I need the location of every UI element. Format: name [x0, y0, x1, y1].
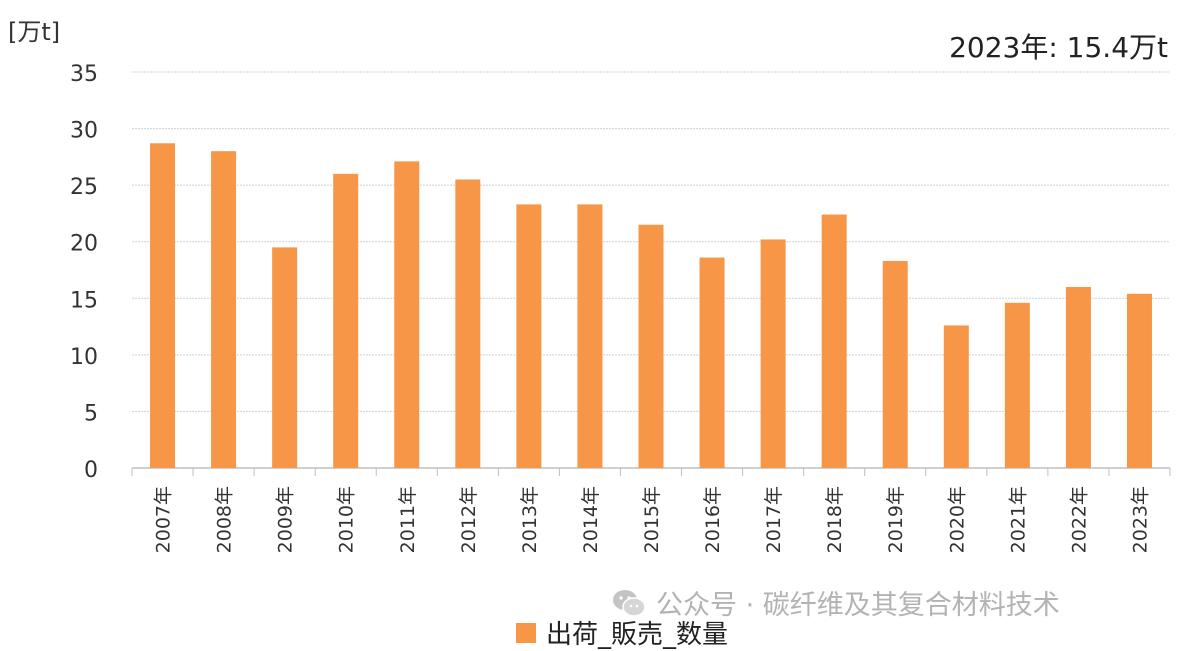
x-tick-label: 2019年 — [885, 486, 907, 553]
x-tick-label: 2016年 — [702, 486, 724, 553]
legend: 出荷_販売_数量 — [516, 614, 728, 651]
x-tick-label: 2017年 — [763, 486, 785, 553]
legend-label: 出荷_販売_数量 — [546, 620, 729, 650]
wechat-icon — [613, 589, 646, 617]
bar — [577, 204, 603, 468]
x-tick-label: 2014年 — [580, 486, 602, 553]
y-tick-label: 20 — [70, 232, 98, 257]
bar — [760, 239, 786, 468]
x-tick-label: 2021年 — [1007, 486, 1029, 553]
y-tick-label: 5 — [84, 401, 98, 426]
x-tick-label: 2010年 — [336, 486, 358, 553]
bar — [1126, 293, 1152, 468]
y-tick-label: 30 — [70, 119, 98, 144]
bar — [638, 224, 664, 468]
x-tick-label: 2022年 — [1068, 486, 1090, 553]
bar — [333, 173, 359, 469]
bar — [821, 214, 847, 468]
x-tick-label: 2007年 — [153, 486, 175, 553]
y-tick-label: 15 — [70, 288, 98, 313]
bar — [1065, 286, 1091, 468]
y-tick-label: 25 — [70, 175, 98, 200]
x-tick-label: 2023年 — [1129, 486, 1151, 553]
x-tick-label: 2009年 — [275, 486, 297, 553]
y-tick-label: 35 — [70, 62, 98, 87]
bar — [455, 179, 481, 468]
legend-swatch — [516, 622, 536, 643]
chart-annotation: 2023年: 15.4万t — [949, 31, 1168, 64]
x-tick-label: 2011年 — [397, 486, 419, 553]
x-tick-label: 2008年 — [214, 486, 236, 553]
x-tick-label: 2018年 — [824, 486, 846, 553]
y-tick-label: 10 — [70, 345, 98, 370]
bar — [272, 247, 298, 468]
x-tick-label: 2013年 — [519, 486, 541, 553]
x-tick-label: 2012年 — [458, 486, 480, 553]
bar — [1004, 302, 1030, 468]
bar — [211, 151, 237, 468]
bar — [943, 325, 969, 468]
x-tick-label: 2015年 — [641, 486, 663, 553]
bar — [699, 257, 725, 468]
watermark: 公众号 · 碳纤维及其复合材料技术 — [612, 583, 1060, 622]
bar — [882, 260, 908, 468]
bar — [516, 204, 542, 468]
bar — [150, 143, 176, 468]
bar — [394, 161, 420, 468]
watermark-text: 公众号 · 碳纤维及其复合材料技术 — [656, 590, 1060, 621]
y-axis-unit-label: [万t] — [8, 18, 61, 46]
y-tick-label: 0 — [84, 458, 98, 483]
x-tick-label: 2020年 — [946, 486, 968, 553]
